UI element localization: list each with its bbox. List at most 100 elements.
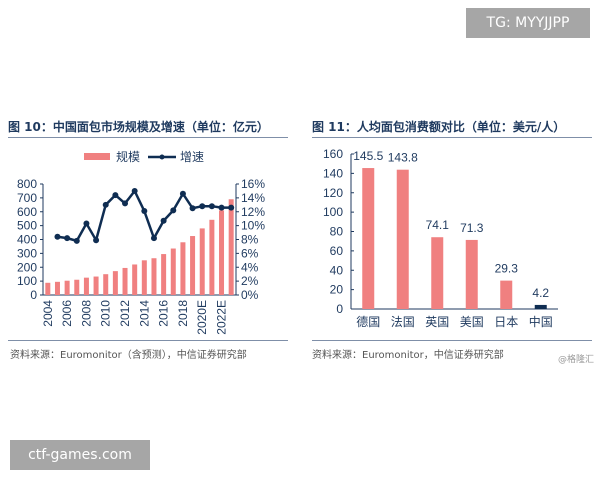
c1-bar-2017 — [170, 248, 176, 295]
c1-growth-point — [208, 203, 215, 210]
tg-overlay: TG: MYYJJPP — [466, 8, 590, 38]
c1-y-tick-label: 500 — [17, 219, 37, 233]
c1-growth-point — [150, 235, 157, 242]
c2-x-tick-label: 法国 — [391, 315, 415, 329]
watermark: @格隆汇 — [558, 355, 595, 365]
c1-legend-bar-swatch — [84, 153, 110, 160]
chart1-title: 图 10：中国面包市场规模及增速（单位：亿元） — [8, 120, 269, 134]
c1-x-tick-label: 2010 — [99, 300, 113, 327]
c2-data-label: 143.8 — [388, 151, 418, 165]
c1-bar-2022E — [219, 210, 225, 295]
c1-y-tick-label: 400 — [17, 233, 37, 247]
c1-growth-point — [93, 237, 100, 244]
c1-bar-2011 — [112, 271, 118, 295]
c1-y2-tick-label: 4% — [241, 260, 259, 274]
c2-x-tick-label: 德国 — [356, 314, 380, 329]
c1-growth-point — [189, 205, 196, 212]
c2-y-tick-label: 120 — [323, 186, 343, 200]
c1-y2-tick-label: 16% — [241, 177, 265, 191]
c1-legend-line-label: 增速 — [180, 150, 204, 164]
chart2-title-rule — [312, 137, 592, 138]
c2-y-tick-label: 80 — [330, 225, 344, 239]
c1-growth-point — [218, 204, 225, 211]
c1-y-tick-label: 700 — [17, 191, 37, 205]
c1-y-tick-label: 100 — [17, 274, 37, 288]
c1-growth-point — [141, 208, 148, 215]
c1-growth-point — [112, 192, 119, 199]
c2-data-label: 29.3 — [495, 262, 519, 276]
c2-data-label: 71.3 — [460, 221, 484, 235]
c1-y-tick-label: 200 — [17, 260, 37, 274]
c1-bar-2006 — [64, 280, 70, 295]
c2-y-tick-label: 140 — [323, 166, 343, 180]
c1-legend-line-marker — [159, 154, 165, 160]
c1-bar-2013 — [132, 264, 138, 295]
c1-x-tick-label: 2004 — [41, 300, 55, 327]
c2-data-label: 74.1 — [426, 218, 450, 232]
c2-y-tick-label: 20 — [330, 283, 344, 297]
c1-bar-2007 — [74, 279, 80, 295]
c1-bar-2012 — [122, 267, 128, 295]
c1-x-tick-label: 2018 — [176, 300, 190, 327]
chart2-title: 图 11：人均面包消费额对比（单位：美元/人） — [312, 120, 566, 134]
c2-y-tick-label: 100 — [323, 205, 343, 219]
c2-bar-中国 — [534, 304, 547, 309]
c2-x-tick-label: 日本 — [494, 315, 518, 329]
c1-growth-point — [54, 233, 61, 240]
chart1-source: 资料来源：Euromonitor（含预测），中信证券研究部 — [10, 350, 247, 361]
c1-bar-2014 — [141, 260, 147, 295]
c1-x-tick-label: 2008 — [79, 300, 93, 327]
c2-y-tick-label: 160 — [323, 147, 343, 161]
c1-bar-2020E — [199, 228, 205, 295]
c1-growth-point — [131, 187, 138, 194]
c1-y-tick-label: 800 — [17, 177, 37, 191]
c1-bar-2023E — [228, 199, 234, 295]
c1-x-tick-label: 2014 — [137, 300, 151, 327]
c2-x-tick-label: 中国 — [529, 314, 553, 329]
chart1-source-rule — [8, 340, 288, 341]
c1-bar-2005 — [54, 281, 60, 295]
c1-bar-2021E — [209, 219, 215, 295]
c1-y-tick-label: 600 — [17, 205, 37, 219]
chart2-source: 资料来源：Euromonitor，中信证券研究部 — [312, 350, 504, 361]
c1-bar-2008 — [83, 277, 89, 295]
c1-y2-tick-label: 8% — [241, 233, 259, 247]
c1-growth-point — [199, 203, 206, 210]
chart2-source-rule — [312, 340, 592, 341]
c1-bar-2016 — [161, 254, 167, 295]
c1-x-tick-label: 2022E — [215, 300, 229, 335]
c1-x-tick-label: 2016 — [157, 300, 171, 327]
c1-y2-tick-label: 14% — [241, 191, 265, 205]
c1-y-tick-label: 0 — [30, 288, 37, 302]
c1-y2-tick-label: 0% — [241, 288, 259, 302]
c1-x-tick-label: 2020E — [195, 300, 209, 335]
c1-y2-tick-label: 12% — [241, 205, 265, 219]
c1-bar-2004 — [45, 282, 51, 295]
c1-y2-tick-label: 10% — [241, 219, 265, 233]
c1-bar-2009 — [93, 276, 99, 295]
c1-bar-2018 — [180, 242, 186, 295]
c2-bar-英国 — [431, 237, 444, 309]
c1-growth-point — [170, 207, 177, 214]
c2-bar-美国 — [465, 239, 478, 309]
c2-x-tick-label: 美国 — [460, 315, 484, 329]
c1-growth-point — [228, 204, 235, 211]
c1-growth-point — [122, 200, 129, 207]
c2-bar-日本 — [500, 280, 513, 309]
c1-growth-point — [73, 237, 80, 244]
c1-bar-2015 — [151, 258, 157, 295]
c1-growth-point — [160, 217, 167, 224]
c1-growth-point — [179, 190, 186, 197]
c1-growth-point — [64, 235, 71, 242]
c1-growth-point — [102, 201, 109, 208]
c1-growth-point — [83, 220, 90, 227]
c2-y-tick-label: 60 — [330, 244, 344, 258]
c2-bar-法国 — [396, 169, 409, 309]
c2-x-tick-label: 英国 — [425, 315, 449, 329]
c1-bar-2010 — [103, 274, 109, 295]
c1-y2-tick-label: 2% — [241, 274, 259, 288]
c1-legend-bar-label: 规模 — [116, 149, 140, 164]
c2-bar-德国 — [362, 168, 375, 309]
c2-data-label: 145.5 — [353, 149, 383, 163]
